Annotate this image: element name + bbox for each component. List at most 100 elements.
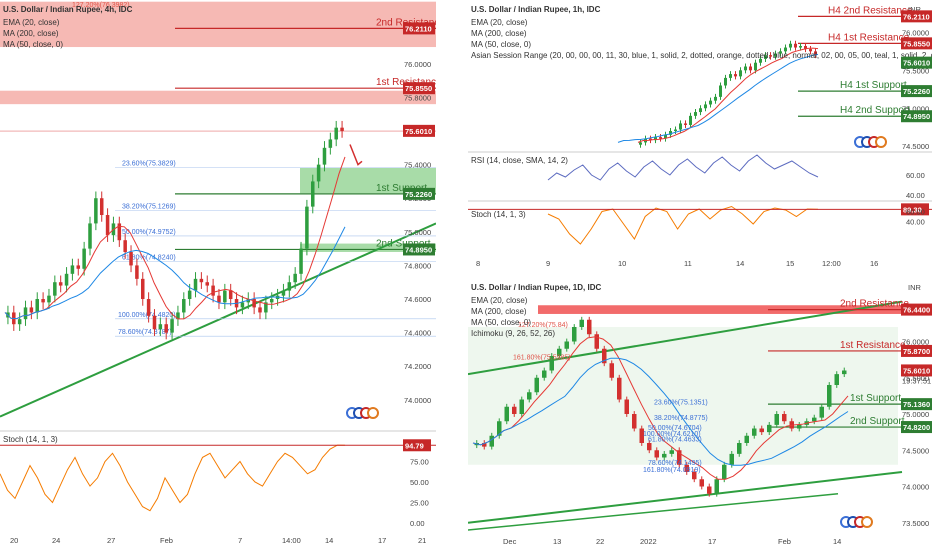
h4-candle-body bbox=[117, 223, 122, 241]
d1-candle-body bbox=[707, 486, 712, 494]
h1-currency-icon bbox=[875, 136, 887, 148]
d1-y-tick: 75.0000 bbox=[902, 410, 929, 419]
h4-indicator-label: MA (50, close, 0) bbox=[3, 40, 63, 49]
d1-candle-body bbox=[752, 428, 757, 436]
h4-fib-top: 127.20%(76.3982) bbox=[72, 2, 130, 9]
d1-candle-body bbox=[767, 424, 772, 433]
h1-level-label: H4 2nd Resistance bbox=[828, 5, 913, 16]
d1-fib-label: 127.20%(75.84) bbox=[518, 322, 568, 329]
h4-candle-body bbox=[311, 181, 315, 207]
d1-fib-label: 78.60%(74.1495) bbox=[648, 460, 702, 467]
h4-candle-body bbox=[152, 315, 157, 330]
h4-fib-label: 38.20%(75.1269) bbox=[122, 204, 176, 211]
h4-y-tick: 74.4000 bbox=[404, 329, 431, 338]
h1-price-tag: 75.8550 bbox=[903, 39, 930, 48]
h1-level-label: H4 2nd Support bbox=[840, 105, 910, 116]
h1-level-label: H4 1st Resistance bbox=[828, 32, 910, 43]
h4-candle-body bbox=[193, 278, 198, 291]
h4-candle-body bbox=[228, 290, 233, 300]
h1-price-tag-bg bbox=[901, 110, 932, 123]
d1-candle-body bbox=[819, 406, 824, 418]
h4-down-arrow bbox=[349, 144, 363, 166]
h4-candle-body bbox=[70, 265, 75, 274]
h4-title: U.S. Dollar / Indian Rupee, 4h, IDC bbox=[3, 5, 133, 14]
h4-candle-body bbox=[146, 299, 151, 316]
d1-candle-body bbox=[512, 406, 517, 414]
d1-candle-body bbox=[557, 348, 562, 356]
h4-ema20 bbox=[4, 156, 346, 320]
d1-candle-body bbox=[579, 319, 584, 327]
d1-candle-body bbox=[602, 348, 607, 364]
h4-candle-body bbox=[23, 307, 28, 320]
h1-candle-body bbox=[779, 51, 782, 54]
h4-x-tick: 21 bbox=[418, 536, 426, 545]
d1-y-tick: 74.0000 bbox=[902, 483, 929, 492]
h1-chart-svg: H4 2nd Resistance H4 1st Resistance H4 1st… bbox=[468, 5, 932, 268]
d1-candle-body bbox=[782, 414, 787, 422]
d1-candle-body bbox=[684, 464, 689, 472]
h4-stoch-tick: 75.00 bbox=[410, 458, 429, 467]
chart-d1: 2nd Resistance 1st Resistance 1st Support 2… bbox=[468, 278, 932, 550]
h1-candle-body bbox=[809, 49, 812, 52]
h4-candle-body bbox=[211, 285, 215, 296]
h1-candle-body bbox=[774, 53, 777, 57]
d1-candle-body bbox=[534, 377, 539, 393]
h4-resistance-zone-2 bbox=[0, 1, 436, 48]
d1-candle-body bbox=[737, 443, 742, 454]
h4-candle-body bbox=[41, 299, 45, 303]
h4-price-tag-bg bbox=[403, 124, 435, 137]
h4-candle-body bbox=[176, 312, 180, 320]
h4-currency-icon bbox=[367, 407, 379, 419]
h4-candle-body bbox=[240, 302, 245, 308]
h1-candle-body bbox=[704, 104, 707, 109]
h4-candle-body bbox=[29, 307, 34, 313]
h4-stoch-line bbox=[0, 444, 346, 512]
h4-candle-body bbox=[58, 282, 63, 286]
h1-price-tag-bg bbox=[901, 37, 932, 50]
h1-x-tick: 9 bbox=[546, 259, 550, 268]
h4-candle-body bbox=[82, 248, 86, 269]
d1-x-tick: 13 bbox=[553, 537, 561, 546]
h1-candle-body bbox=[799, 46, 802, 48]
h4-fib-label: 61.80%(74.8240) bbox=[122, 254, 176, 261]
h4-candle-body bbox=[205, 282, 209, 286]
h4-y-tick: 75.8000 bbox=[404, 93, 431, 102]
h1-candle-body bbox=[724, 77, 727, 86]
h4-indicator-label: MA (200, close) bbox=[3, 29, 59, 38]
d1-candle-body bbox=[834, 374, 839, 385]
h1-y-tick: 74.5000 bbox=[902, 142, 929, 151]
h4-candle-body bbox=[53, 282, 57, 296]
d1-price-tag: 75.8700 bbox=[903, 347, 930, 356]
h4-candle-body bbox=[99, 198, 104, 216]
h1-candle-body bbox=[789, 43, 792, 48]
h4-price-tag-bg bbox=[403, 243, 435, 256]
h1-stoch-tick: 40.00 bbox=[906, 218, 925, 227]
d1-x-tick: 17 bbox=[708, 537, 716, 546]
h1-candle-body bbox=[759, 58, 762, 63]
d1-candle-body bbox=[489, 435, 494, 447]
h4-candle-body bbox=[287, 282, 292, 291]
d1-candle-body bbox=[797, 424, 802, 429]
d1-candle-body bbox=[587, 319, 592, 335]
chart-h1: H4 2nd Resistance H4 1st Resistance H4 1st… bbox=[468, 0, 932, 272]
d1-fib-label: 61.80%(74.4633) bbox=[648, 437, 702, 444]
d1-ichimoku-cloud bbox=[468, 327, 898, 465]
h4-candle-body bbox=[316, 164, 321, 182]
d1-candle-body bbox=[632, 414, 637, 429]
h4-fib-label: 50.00%(74.9752) bbox=[122, 229, 176, 236]
h1-currency: INR bbox=[908, 5, 922, 14]
h4-level-label: 1st Support bbox=[376, 183, 427, 194]
d1-candle-body bbox=[609, 363, 614, 378]
h4-candle-body bbox=[164, 324, 168, 333]
h1-level-label: H4 1st Support bbox=[840, 80, 907, 91]
h4-stoch-tick: 50.00 bbox=[410, 478, 429, 487]
d1-y-tick: 73.5000 bbox=[902, 519, 929, 528]
h1-price-tag-bg bbox=[901, 10, 932, 23]
d1-candle-body bbox=[549, 356, 554, 371]
h1-candle-body bbox=[794, 43, 797, 48]
h4-resistance-zone-1 bbox=[0, 90, 436, 105]
d1-candle-body bbox=[572, 327, 577, 342]
h4-candle-body bbox=[293, 273, 297, 283]
d1-currency-icon bbox=[861, 516, 873, 528]
